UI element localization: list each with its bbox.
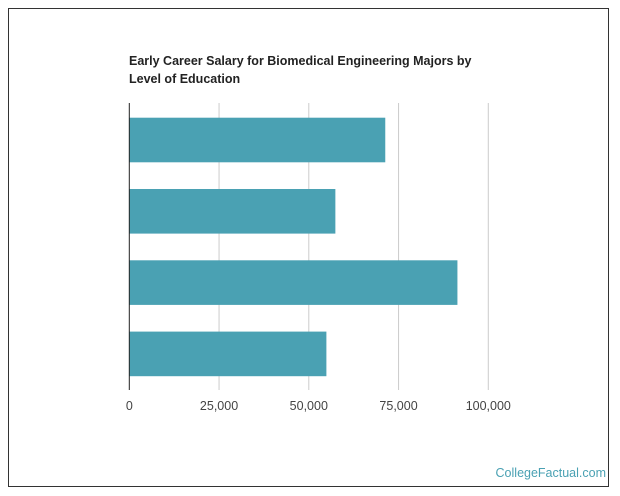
x-tick-label: 100,000: [466, 399, 511, 413]
x-tick-label: 0: [126, 399, 133, 413]
chart-frame: [8, 8, 609, 487]
bar: [129, 331, 327, 377]
x-tick-label: 25,000: [200, 399, 238, 413]
x-tick-label: 75,000: [379, 399, 417, 413]
chart-title: Early Career Salary for Biomedical Engin…: [129, 54, 472, 86]
bar: [129, 189, 336, 234]
bar: [129, 260, 458, 305]
source-credit-link[interactable]: CollegeFactual.com: [495, 466, 606, 480]
x-tick-label: 50,000: [290, 399, 328, 413]
bar: [129, 117, 386, 163]
